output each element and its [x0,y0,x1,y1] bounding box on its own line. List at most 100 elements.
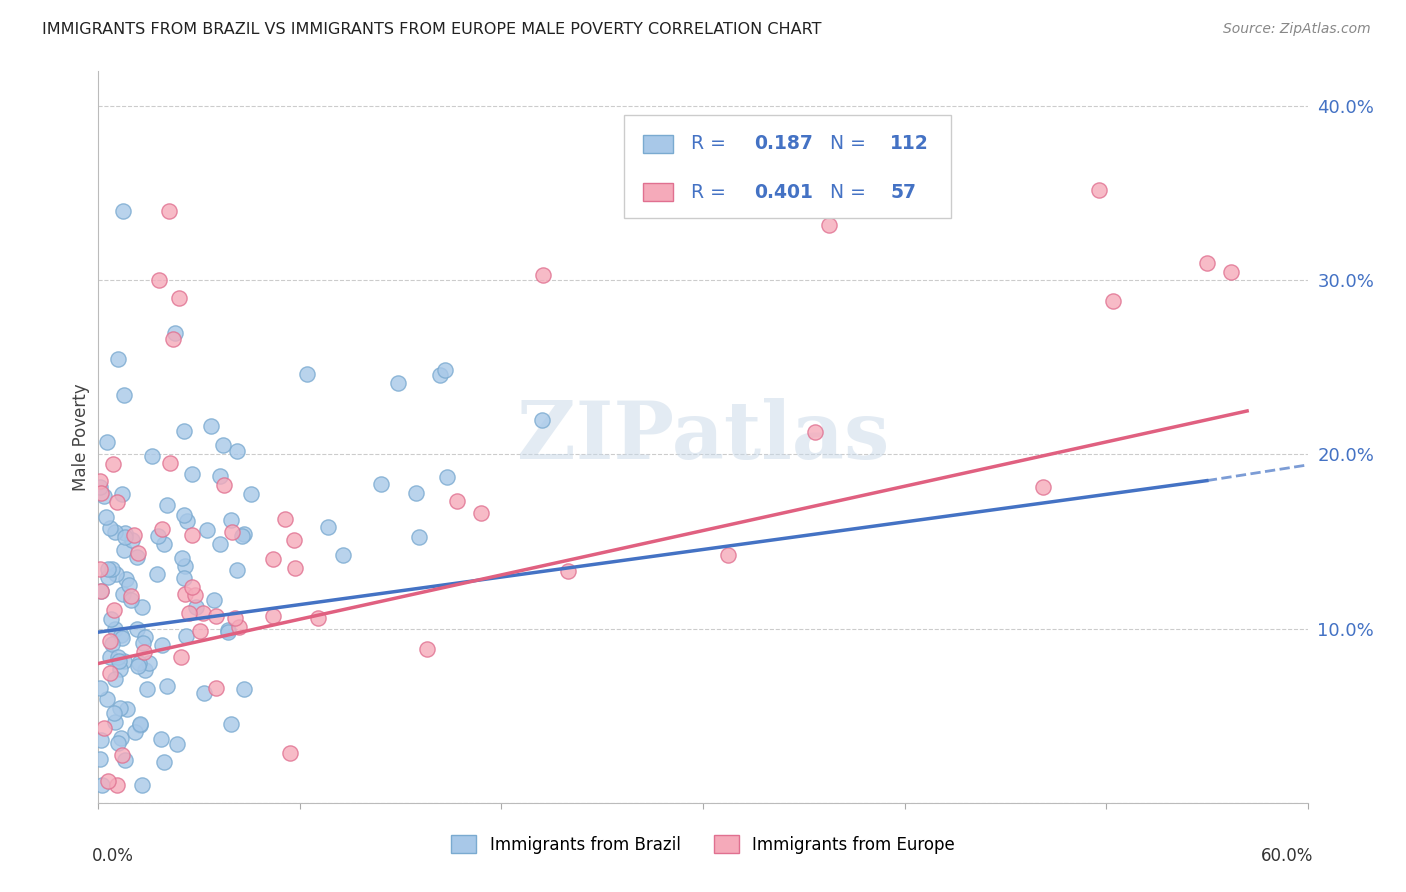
Point [128,718,150,732]
Point [179,606,201,620]
Point [173,571,195,585]
Point [110,487,132,501]
Point [225,444,247,458]
Point [717,548,740,562]
Point [110,731,132,745]
Point [167,291,190,305]
Point [153,755,176,769]
Point [212,478,235,492]
Point [115,572,138,586]
Point [129,717,152,731]
Text: 0.401: 0.401 [754,183,813,202]
Point [112,387,135,401]
Point [89,681,111,696]
Point [170,649,193,664]
Point [124,528,146,542]
Point [112,654,135,668]
Point [209,537,232,551]
Point [138,656,160,670]
Point [208,469,231,483]
Point [274,512,297,526]
Point [90,584,112,599]
Point [89,562,111,576]
Point [416,641,439,656]
Point [148,273,170,287]
Text: Source: ZipAtlas.com: Source: ZipAtlas.com [1223,22,1371,37]
Point [107,649,129,664]
Point [90,778,112,792]
Point [232,681,254,696]
Point [101,562,124,576]
Point [125,549,148,564]
Point [200,418,222,433]
Point [93,721,115,735]
Point [105,778,128,792]
Point [103,622,125,636]
Point [104,524,127,539]
Point [1088,184,1111,198]
Point [146,566,169,581]
Point [530,413,553,427]
Point [159,456,181,470]
Point [176,514,198,528]
Point [110,700,132,714]
Point [332,548,354,562]
Point [156,498,179,512]
Point [804,425,827,439]
Point [446,494,468,508]
Point [98,649,121,664]
Point [170,551,193,566]
Point [89,480,111,494]
FancyBboxPatch shape [624,115,950,218]
Point [150,522,173,536]
Point [111,748,134,763]
Point [150,638,173,652]
Point [405,485,427,500]
Point [221,525,243,540]
Point [1032,480,1054,494]
Point [173,508,195,522]
Point [205,681,228,696]
Point [97,562,120,576]
Point [96,692,118,706]
Point [283,533,305,548]
Point [370,476,392,491]
Point [112,542,135,557]
Text: N =: N = [830,135,872,153]
Point [184,588,207,602]
Point [134,630,156,644]
Point [531,268,554,282]
Point [181,467,204,482]
Point [103,706,125,720]
Point [90,485,112,500]
Text: IMMIGRANTS FROM BRAZIL VS IMMIGRANTS FROM EUROPE MALE POVERTY CORRELATION CHART: IMMIGRANTS FROM BRAZIL VS IMMIGRANTS FRO… [42,22,821,37]
FancyBboxPatch shape [643,135,673,153]
Point [89,751,111,765]
Point [226,563,249,577]
Point [134,645,156,659]
Point [136,681,159,696]
Point [219,513,242,527]
Point [1102,293,1125,308]
Text: ZIPatlas: ZIPatlas [517,398,889,476]
Point [101,457,124,471]
Point [221,716,243,731]
Point [278,747,301,761]
Point [429,368,451,382]
Point [224,611,246,625]
Point [127,546,149,560]
Point [131,600,153,615]
Point [188,624,211,638]
Point [205,609,228,624]
Point [134,663,156,677]
Point [470,506,492,520]
Point [228,620,250,634]
Text: 60.0%: 60.0% [1261,847,1313,864]
Point [240,486,263,500]
Text: 57: 57 [890,183,917,202]
Point [117,701,139,715]
Point [98,666,121,681]
Point [103,602,125,616]
FancyBboxPatch shape [643,183,673,202]
Point [146,528,169,542]
